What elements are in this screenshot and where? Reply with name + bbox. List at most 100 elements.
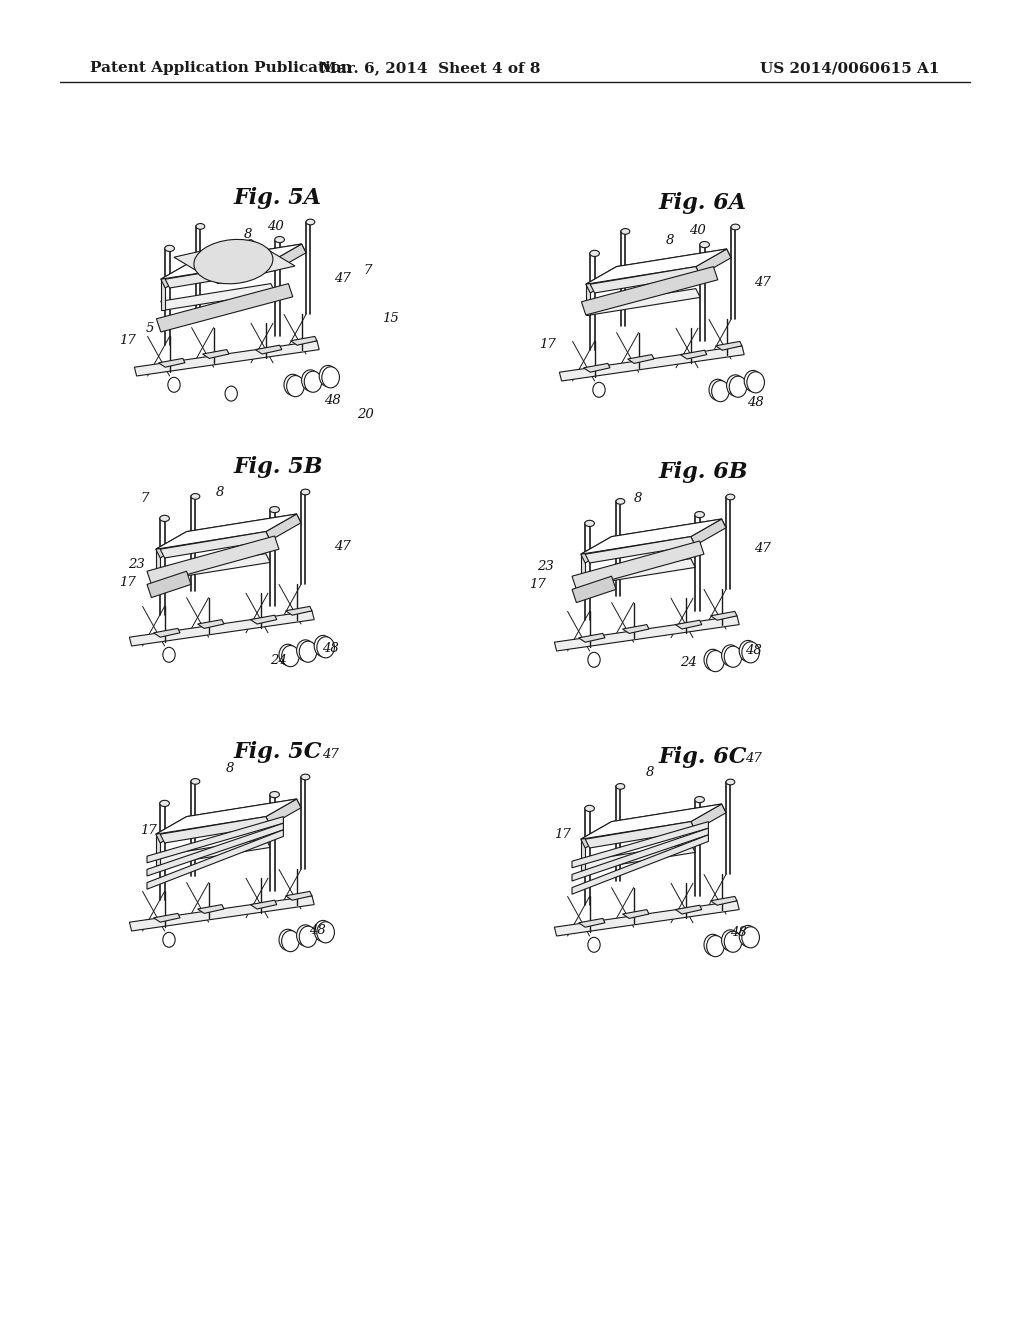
Polygon shape <box>266 799 301 825</box>
Text: Fig. 6B: Fig. 6B <box>658 461 748 483</box>
Ellipse shape <box>163 932 175 948</box>
Text: US 2014/0060615 A1: US 2014/0060615 A1 <box>761 61 940 75</box>
Polygon shape <box>554 900 739 936</box>
Ellipse shape <box>163 647 175 663</box>
Polygon shape <box>147 536 279 585</box>
Ellipse shape <box>616 784 625 789</box>
Text: 8: 8 <box>216 487 224 499</box>
Polygon shape <box>586 267 621 293</box>
Text: 48: 48 <box>322 642 338 655</box>
Polygon shape <box>203 350 229 359</box>
Polygon shape <box>691 519 726 545</box>
Polygon shape <box>186 513 301 540</box>
Ellipse shape <box>279 644 297 665</box>
Text: 40: 40 <box>688 224 706 238</box>
Polygon shape <box>198 904 224 913</box>
Ellipse shape <box>160 800 169 807</box>
Ellipse shape <box>316 636 335 657</box>
Polygon shape <box>154 628 180 638</box>
Ellipse shape <box>707 651 724 672</box>
Polygon shape <box>572 577 616 603</box>
Ellipse shape <box>694 796 705 803</box>
Polygon shape <box>623 909 649 919</box>
Ellipse shape <box>585 520 595 527</box>
Text: 40: 40 <box>266 219 284 232</box>
Polygon shape <box>586 284 590 315</box>
Polygon shape <box>695 249 731 276</box>
Ellipse shape <box>282 645 299 667</box>
Polygon shape <box>156 513 297 549</box>
Text: 8: 8 <box>634 491 642 504</box>
Polygon shape <box>616 249 731 276</box>
Text: 17: 17 <box>539 338 555 351</box>
Ellipse shape <box>726 494 735 500</box>
Text: 48: 48 <box>308 924 326 936</box>
Polygon shape <box>156 838 270 865</box>
Text: 5: 5 <box>145 322 155 334</box>
Ellipse shape <box>593 383 605 397</box>
Text: 48: 48 <box>730 925 746 939</box>
Polygon shape <box>160 532 270 558</box>
Polygon shape <box>198 619 224 628</box>
Ellipse shape <box>712 380 729 401</box>
Ellipse shape <box>314 635 332 656</box>
Polygon shape <box>584 363 610 372</box>
Ellipse shape <box>588 937 600 952</box>
Ellipse shape <box>191 494 200 499</box>
Ellipse shape <box>705 935 722 956</box>
Ellipse shape <box>588 652 600 668</box>
Ellipse shape <box>274 236 285 243</box>
Ellipse shape <box>699 242 710 248</box>
Polygon shape <box>716 342 742 350</box>
Polygon shape <box>286 606 312 615</box>
Polygon shape <box>161 261 196 288</box>
Text: Mar. 6, 2014  Sheet 4 of 8: Mar. 6, 2014 Sheet 4 of 8 <box>319 61 541 75</box>
Polygon shape <box>251 615 276 624</box>
Polygon shape <box>174 240 295 284</box>
Ellipse shape <box>722 929 739 950</box>
Text: Fig. 6A: Fig. 6A <box>659 191 746 214</box>
Text: 47: 47 <box>744 751 762 764</box>
Polygon shape <box>581 804 722 840</box>
Text: Patent Application Publication: Patent Application Publication <box>90 61 352 75</box>
Text: 48: 48 <box>324 393 340 407</box>
Polygon shape <box>129 896 314 931</box>
Ellipse shape <box>741 927 760 948</box>
Polygon shape <box>581 537 616 564</box>
Ellipse shape <box>621 228 630 234</box>
Ellipse shape <box>319 366 337 387</box>
Polygon shape <box>581 843 695 870</box>
Polygon shape <box>554 616 739 651</box>
Ellipse shape <box>191 779 200 784</box>
Polygon shape <box>691 804 726 830</box>
Polygon shape <box>581 558 695 585</box>
Polygon shape <box>559 346 744 381</box>
Polygon shape <box>579 634 605 643</box>
Text: 23: 23 <box>537 561 553 573</box>
Ellipse shape <box>724 647 741 668</box>
Polygon shape <box>572 541 705 590</box>
Polygon shape <box>676 620 701 630</box>
Polygon shape <box>134 341 319 376</box>
Ellipse shape <box>739 640 757 661</box>
Ellipse shape <box>196 223 205 230</box>
Ellipse shape <box>299 927 316 948</box>
Polygon shape <box>156 549 160 579</box>
Polygon shape <box>628 355 654 363</box>
Text: 15: 15 <box>382 312 398 325</box>
Polygon shape <box>581 821 616 847</box>
Polygon shape <box>586 249 727 284</box>
Text: 17: 17 <box>139 824 157 837</box>
Polygon shape <box>157 284 293 333</box>
Ellipse shape <box>722 645 739 667</box>
Ellipse shape <box>709 379 727 400</box>
Ellipse shape <box>739 925 757 946</box>
Ellipse shape <box>616 499 625 504</box>
Text: 17: 17 <box>119 334 135 346</box>
Text: Fig. 5B: Fig. 5B <box>233 455 323 478</box>
Polygon shape <box>586 289 700 315</box>
Ellipse shape <box>316 921 335 942</box>
Polygon shape <box>159 359 185 367</box>
Ellipse shape <box>731 224 739 230</box>
Text: 7: 7 <box>141 491 150 504</box>
